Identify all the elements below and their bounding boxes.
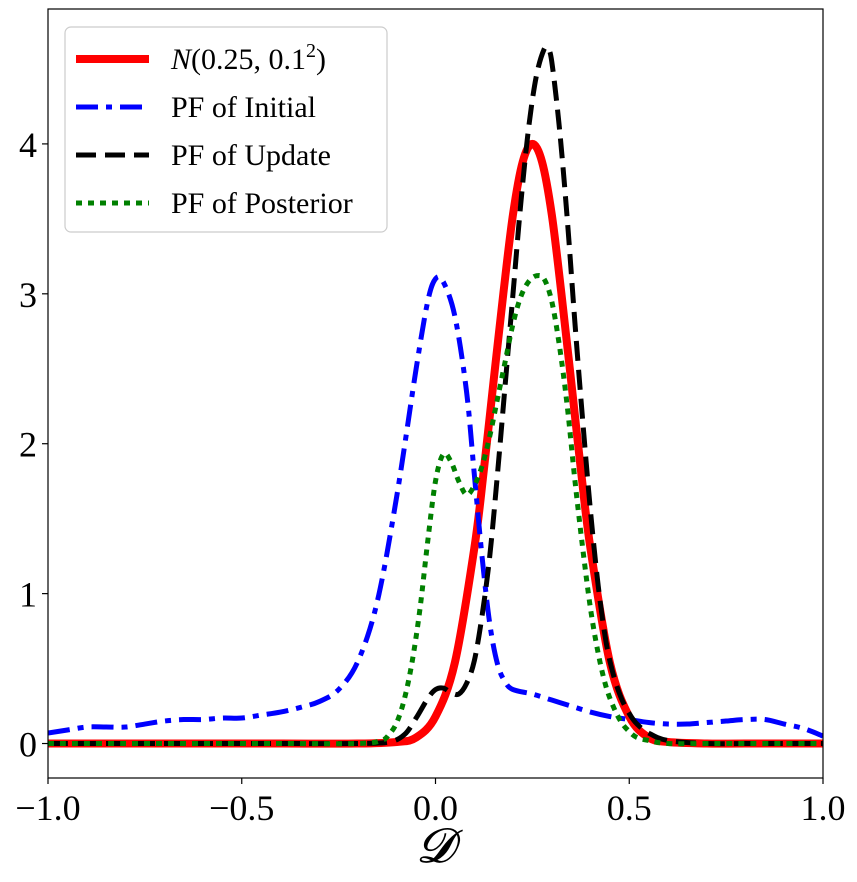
legend-label-3: PF of Update (171, 139, 331, 172)
series-line-2 (48, 274, 823, 739)
legend-label-1: N(0.25, 0.12) (170, 40, 326, 76)
series-layer (48, 44, 823, 748)
y-axis: 0 1 2 3 4 (19, 125, 48, 765)
x-axis: −1.0 −0.5 0.0 0.5 1.0 (15, 778, 846, 828)
y-tick-label: 2 (19, 425, 37, 465)
y-tick-label: 3 (19, 275, 37, 315)
legend-box (64, 26, 388, 233)
y-tick-label: 4 (19, 125, 37, 165)
x-tick-label: −1.0 (15, 788, 80, 828)
legend-label-2: PF of Initial (171, 91, 316, 124)
series-line-3 (48, 44, 823, 747)
legend-label-4: PF of Posterior (171, 187, 353, 220)
legend: N(0.25, 0.12) PF of Initial PF of Update PF… (64, 26, 388, 233)
x-tick-label: −0.5 (209, 788, 274, 828)
x-tick-label: 0.5 (607, 788, 652, 828)
plot-area (47, 8, 824, 779)
y-tick-label: 1 (19, 575, 37, 615)
y-tick-label: 0 (19, 725, 37, 765)
x-tick-label: 0.0 (413, 788, 458, 828)
x-tick-label: 1.0 (801, 788, 846, 828)
